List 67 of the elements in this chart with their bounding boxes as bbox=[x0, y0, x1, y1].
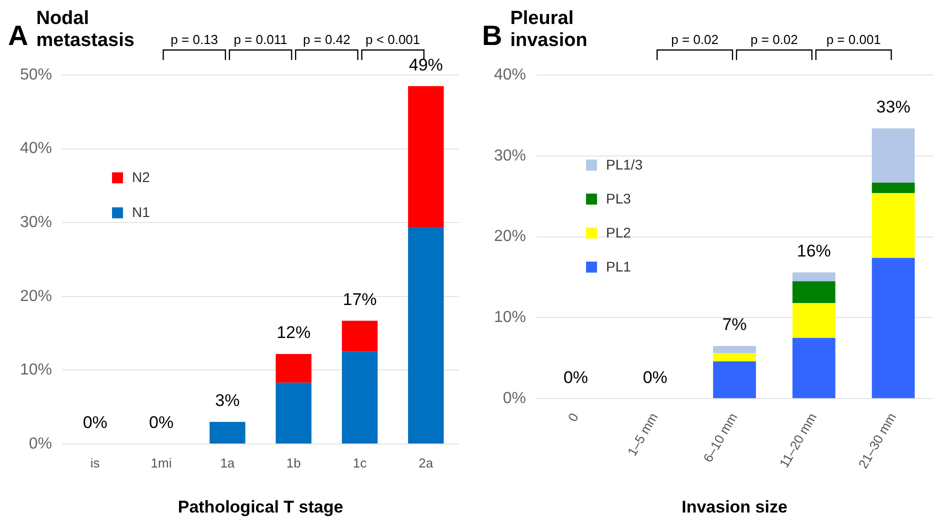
bar bbox=[792, 338, 836, 398]
y-tick-label: 10% bbox=[20, 362, 52, 379]
y-tick-label: 40% bbox=[20, 140, 52, 158]
y-tick-label: 10% bbox=[494, 309, 526, 326]
y-tick-label: 20% bbox=[20, 288, 52, 305]
bar bbox=[276, 382, 312, 444]
legend-label: PL3 bbox=[606, 190, 632, 206]
bar bbox=[210, 422, 246, 444]
text: p = 0.001 bbox=[826, 32, 881, 48]
total-label: 49% bbox=[408, 55, 443, 74]
x-tick-label: 1a bbox=[220, 455, 236, 470]
bar bbox=[792, 281, 836, 304]
legend-label: N2 bbox=[132, 169, 150, 186]
text: p = 0.011 bbox=[234, 32, 288, 48]
y-tick-label: 50% bbox=[20, 66, 52, 84]
y-tick-label: 0% bbox=[502, 390, 526, 408]
total-label: 3% bbox=[215, 391, 240, 410]
bar bbox=[792, 303, 836, 338]
text: B bbox=[482, 20, 502, 51]
bar bbox=[408, 227, 444, 444]
x-tick-label: 1–5 mm bbox=[624, 410, 661, 458]
total-label: 0% bbox=[563, 368, 588, 387]
bar bbox=[872, 128, 915, 183]
x-tick-label: 2a bbox=[418, 455, 434, 470]
x-tick-label: 1c bbox=[352, 455, 368, 470]
bar bbox=[408, 86, 444, 228]
bar bbox=[713, 353, 756, 362]
bar bbox=[713, 361, 756, 398]
text: p = 0.13 bbox=[170, 32, 218, 48]
text: A bbox=[8, 20, 28, 51]
bar bbox=[872, 193, 915, 258]
text: p = 0.02 bbox=[671, 32, 718, 48]
bar bbox=[342, 352, 378, 444]
bar bbox=[276, 354, 312, 383]
x-tick-label: is bbox=[90, 455, 100, 470]
x-tick-label: 0 bbox=[564, 410, 582, 424]
total-label: 0% bbox=[82, 413, 108, 432]
total-label: 0% bbox=[148, 413, 174, 432]
x-axis-title: Pathological T stage bbox=[178, 497, 344, 516]
legend-label: N1 bbox=[132, 204, 150, 220]
y-tick-label: 0% bbox=[28, 435, 52, 452]
text: p = 0.02 bbox=[750, 32, 798, 48]
total-label: 33% bbox=[876, 98, 910, 117]
x-tick-label: 1mi bbox=[150, 455, 172, 470]
y-tick-label: 30% bbox=[494, 147, 526, 164]
total-label: 7% bbox=[722, 315, 747, 334]
total-label: 17% bbox=[342, 290, 377, 309]
bar bbox=[872, 182, 915, 194]
bar bbox=[792, 272, 836, 282]
legend-label: PL2 bbox=[606, 224, 632, 240]
text: p = 0.42 bbox=[302, 32, 350, 48]
y-tick-label: 40% bbox=[494, 66, 526, 84]
total-label: 12% bbox=[276, 323, 311, 342]
x-axis-title: Invasion size bbox=[682, 497, 788, 516]
chart-title: Nodal metastasis bbox=[36, 8, 136, 52]
text: p < 0.001 bbox=[366, 32, 420, 48]
bar bbox=[872, 258, 915, 398]
bar bbox=[342, 320, 378, 352]
legend-label: PL1/3 bbox=[606, 156, 643, 172]
legend-label: PL1 bbox=[606, 258, 632, 274]
bar bbox=[713, 346, 756, 354]
y-tick-label: 20% bbox=[494, 228, 526, 246]
total-label: 0% bbox=[642, 368, 668, 387]
chart-title: Pleural invasion bbox=[510, 8, 588, 52]
y-tick-label: 30% bbox=[20, 214, 52, 232]
x-tick-label: 1b bbox=[286, 455, 301, 470]
total-label: 16% bbox=[796, 242, 831, 261]
